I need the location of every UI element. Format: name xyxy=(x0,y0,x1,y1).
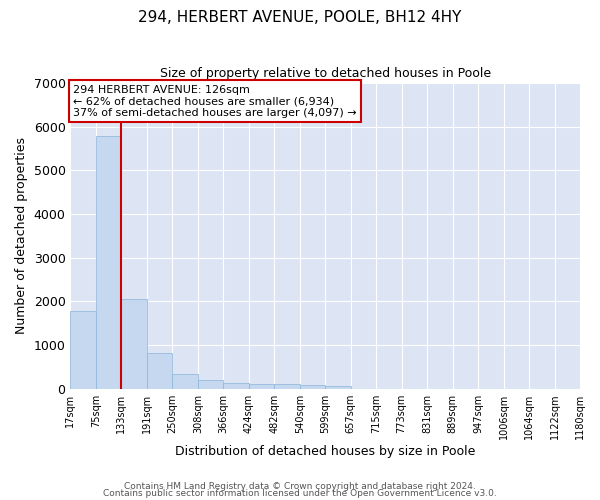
Title: Size of property relative to detached houses in Poole: Size of property relative to detached ho… xyxy=(160,68,491,80)
Bar xyxy=(198,380,223,388)
Bar xyxy=(223,383,249,388)
Bar xyxy=(121,298,147,388)
Bar xyxy=(300,385,325,388)
Bar xyxy=(274,384,300,388)
Bar xyxy=(147,353,172,388)
Y-axis label: Number of detached properties: Number of detached properties xyxy=(15,138,28,334)
Bar xyxy=(96,136,121,388)
Text: 294, HERBERT AVENUE, POOLE, BH12 4HY: 294, HERBERT AVENUE, POOLE, BH12 4HY xyxy=(139,10,461,25)
Bar xyxy=(70,311,96,388)
Text: Contains public sector information licensed under the Open Government Licence v3: Contains public sector information licen… xyxy=(103,489,497,498)
X-axis label: Distribution of detached houses by size in Poole: Distribution of detached houses by size … xyxy=(175,444,475,458)
Bar xyxy=(249,384,274,388)
Text: Contains HM Land Registry data © Crown copyright and database right 2024.: Contains HM Land Registry data © Crown c… xyxy=(124,482,476,491)
Bar xyxy=(325,386,350,388)
Bar xyxy=(172,374,198,388)
Text: 294 HERBERT AVENUE: 126sqm
← 62% of detached houses are smaller (6,934)
37% of s: 294 HERBERT AVENUE: 126sqm ← 62% of deta… xyxy=(73,84,356,118)
